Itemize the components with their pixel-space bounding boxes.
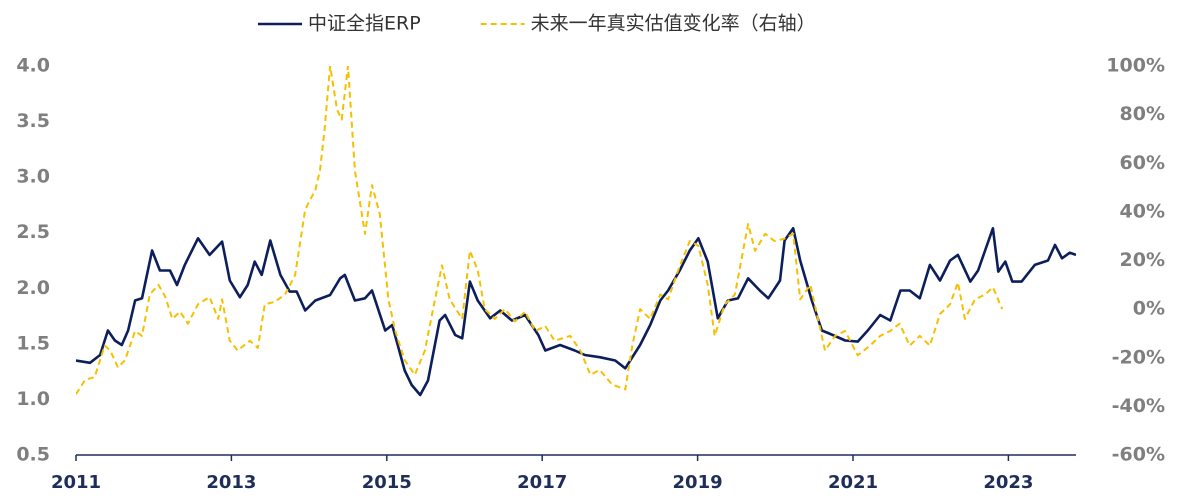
y2-tick-label: 0% [1133, 298, 1165, 320]
y-tick-label: 2.0 [16, 277, 50, 299]
y2-tick-label: 100% [1106, 55, 1165, 77]
x-tick-label: 2015 [362, 472, 412, 493]
y2-tick-label: -40% [1112, 395, 1165, 417]
y-tick-label: 1.0 [16, 388, 50, 410]
y2-tick-label: 20% [1120, 249, 1165, 271]
y-tick-label: 3.5 [16, 110, 50, 132]
legend-label: 中证全指ERP [308, 13, 421, 35]
x-tick-label: 2013 [206, 472, 256, 493]
x-tick-label: 2023 [983, 472, 1033, 493]
x-tick-label: 2021 [828, 472, 878, 493]
x-tick-label: 2019 [673, 472, 723, 493]
legend-label: 未来一年真实估值变化率（右轴） [531, 13, 816, 35]
y-tick-label: 0.5 [16, 444, 50, 466]
y2-tick-label: -20% [1112, 346, 1165, 368]
y2-tick-label: -60% [1112, 444, 1165, 466]
y2-tick-label: 40% [1120, 200, 1165, 222]
y-tick-label: 2.5 [16, 221, 50, 243]
x-tick-label: 2011 [51, 472, 101, 493]
x-tick-label: 2017 [517, 472, 567, 493]
y-tick-label: 1.5 [16, 332, 50, 354]
y-tick-label: 4.0 [16, 55, 50, 77]
y2-tick-label: 60% [1120, 152, 1165, 174]
y-tick-label: 3.0 [16, 166, 50, 188]
series-line [76, 66, 1004, 395]
y2-tick-label: 80% [1120, 103, 1165, 125]
series-line [76, 227, 1076, 397]
